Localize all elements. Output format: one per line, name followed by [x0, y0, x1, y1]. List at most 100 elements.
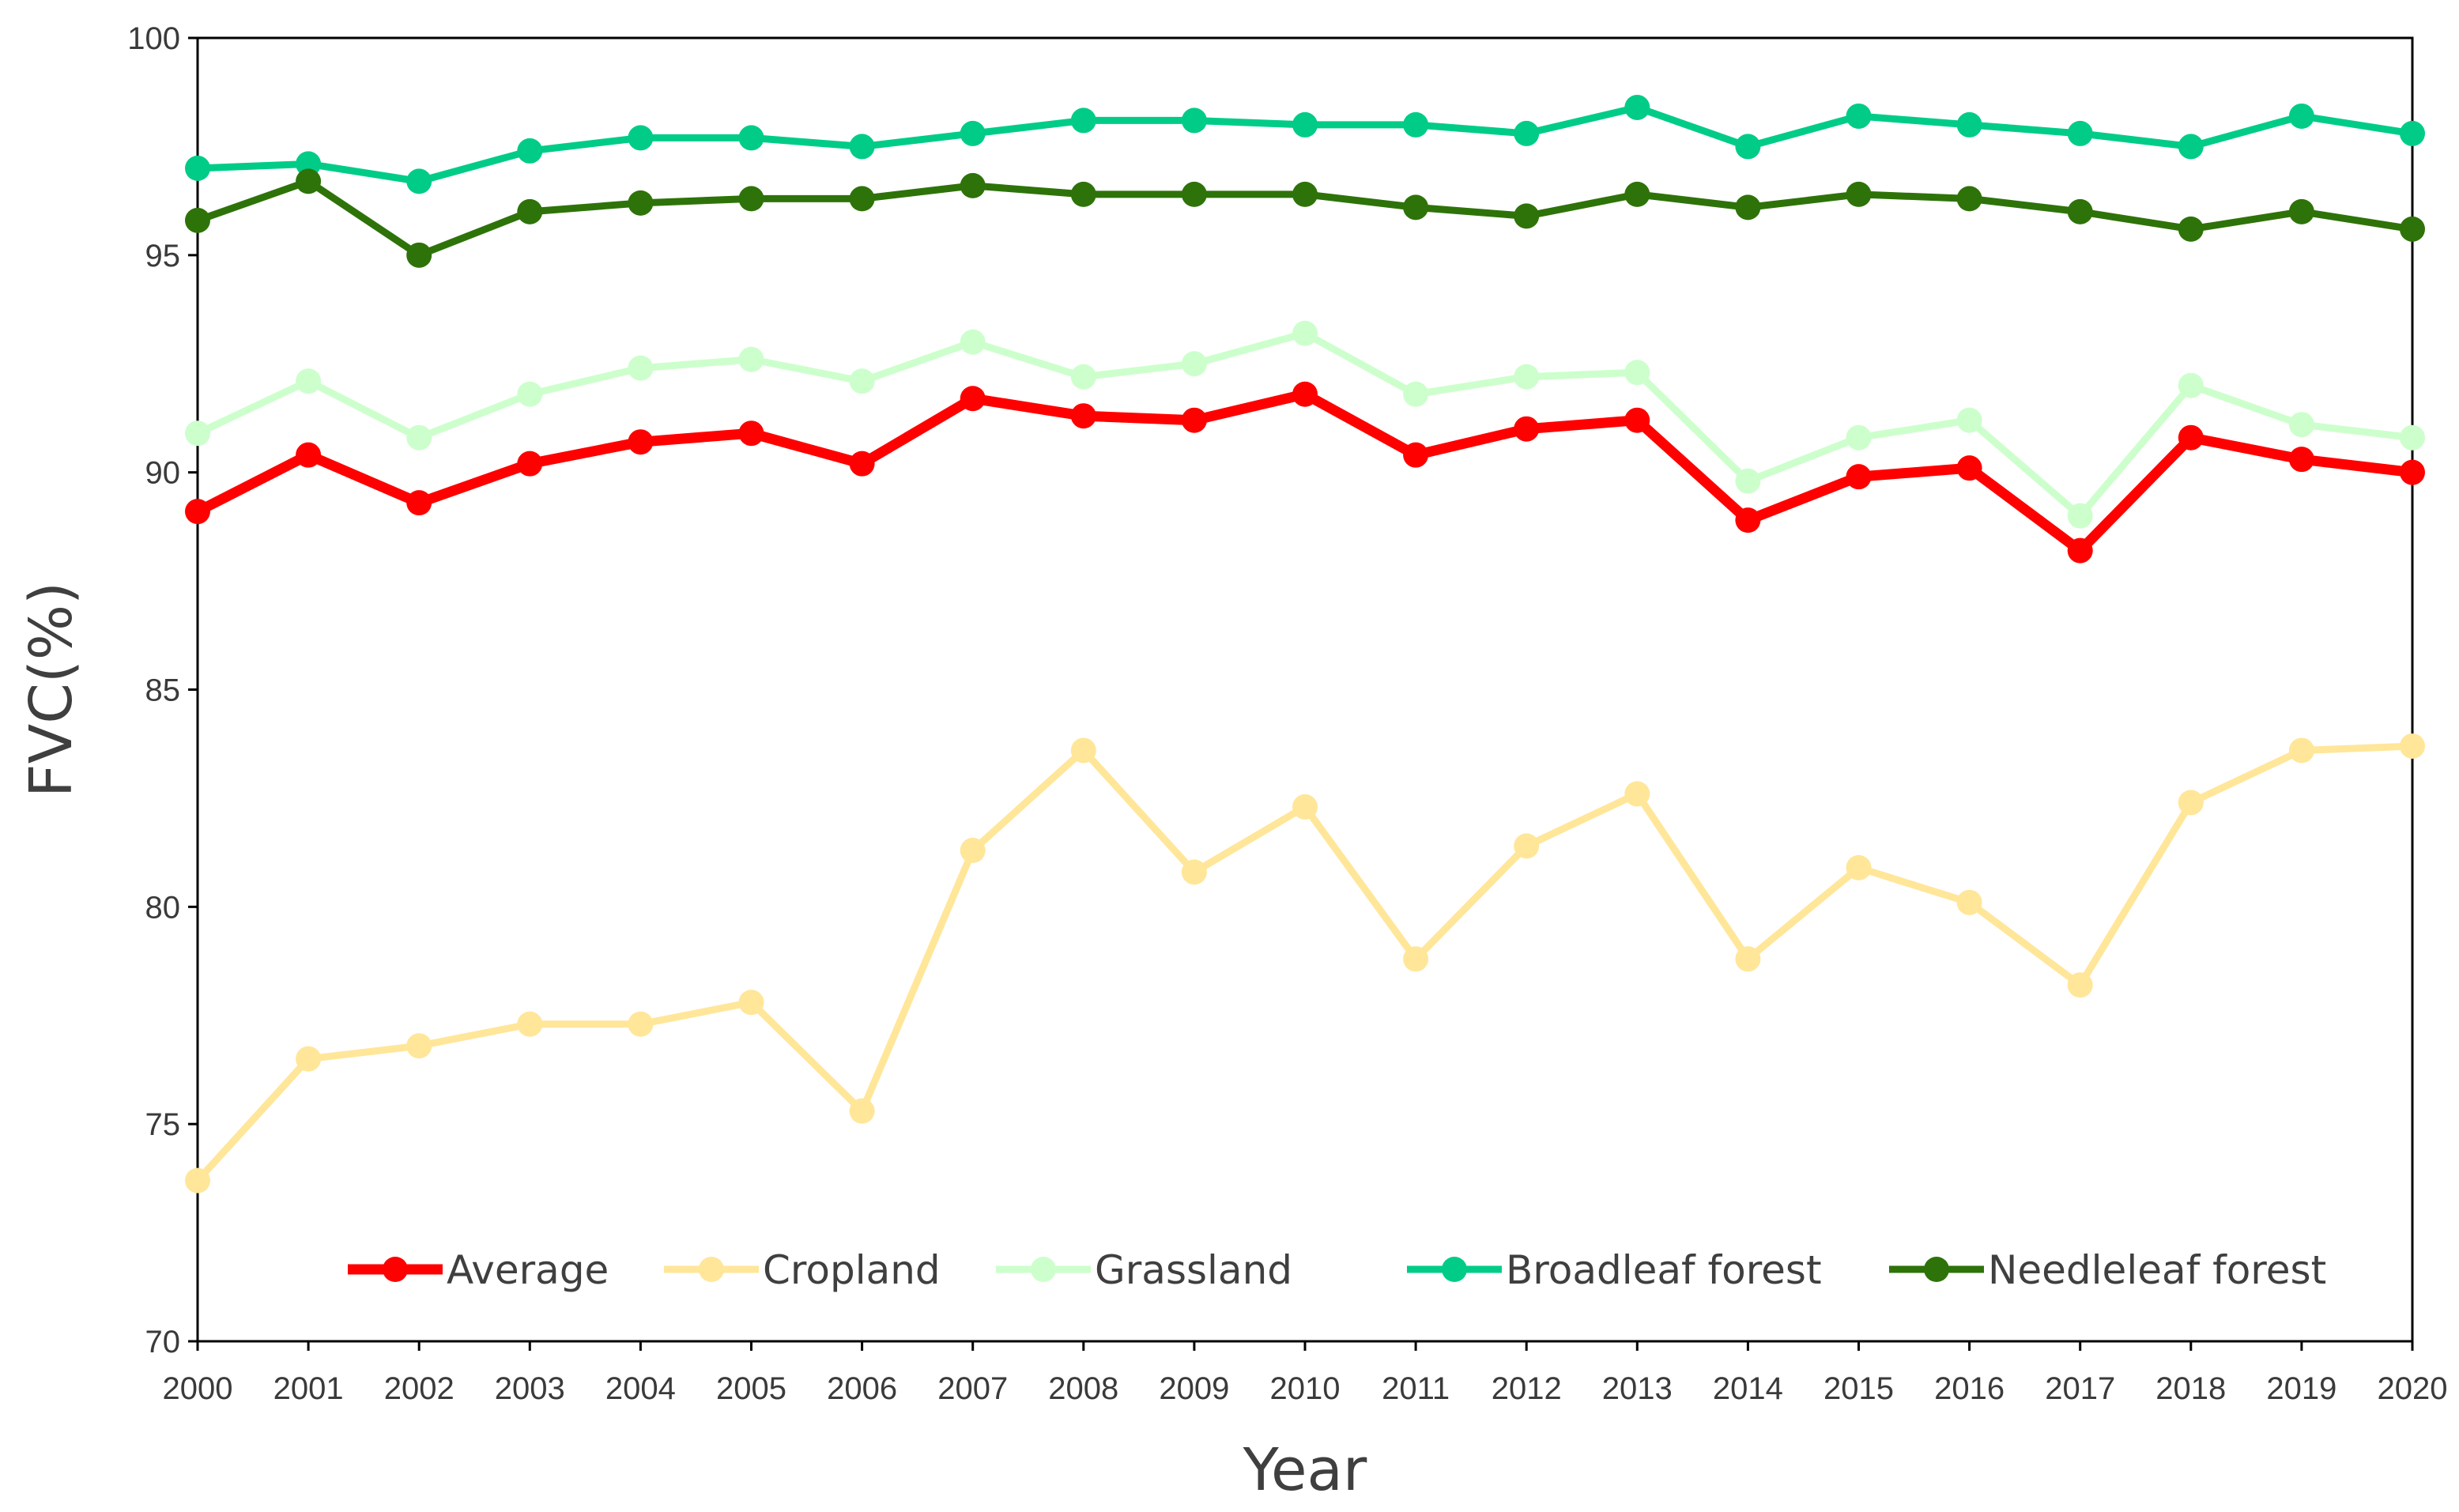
data-point [2067, 537, 2093, 564]
series-broadleaf-forest [185, 94, 2425, 194]
data-point [1070, 737, 1096, 764]
data-point [1624, 181, 1650, 207]
y-tick-label: 95 [145, 239, 181, 273]
x-tick-label: 2012 [1492, 1371, 1562, 1406]
data-point [1956, 407, 1982, 433]
data-point [1735, 946, 1761, 972]
data-point [2400, 459, 2425, 485]
data-point [738, 420, 764, 447]
data-point [1624, 94, 1650, 120]
series-layer [185, 94, 2425, 1193]
legend-item: Grassland [996, 1247, 1292, 1293]
x-axis-ticks: 2000 2001 2002 2003 2004 2005 2006 2007 2008 2009… [163, 1341, 2447, 1406]
data-point [517, 381, 543, 407]
data-point [1181, 407, 1207, 433]
legend-item: Average [348, 1247, 609, 1293]
data-point [628, 355, 654, 381]
data-point [849, 1098, 875, 1124]
data-point [1514, 120, 1540, 146]
x-tick-label: 2019 [2266, 1371, 2336, 1406]
y-tick-label: 80 [145, 890, 181, 925]
data-point [185, 499, 210, 525]
legend-label: Broadleaf forest [1506, 1247, 1822, 1293]
data-point [296, 151, 322, 177]
data-point [2288, 412, 2314, 438]
data-point [628, 125, 654, 151]
data-point [1514, 416, 1540, 442]
data-point [185, 1167, 210, 1193]
data-point [1624, 360, 1650, 386]
data-point [1070, 181, 1096, 207]
x-tick-label: 2001 [273, 1371, 344, 1406]
x-tick-label: 2005 [716, 1371, 786, 1406]
x-tick-label: 2013 [1602, 1371, 1673, 1406]
legend-item: Needleleaf forest [1889, 1247, 2326, 1293]
data-point [406, 242, 432, 268]
data-point [406, 1033, 432, 1059]
x-tick-label: 2007 [937, 1371, 1008, 1406]
data-point [406, 490, 432, 516]
y-axis-ticks: 70 75 80 85 90 95 100 [127, 21, 198, 1359]
data-point [1181, 181, 1207, 207]
data-point [1070, 364, 1096, 390]
series-grassland [185, 320, 2425, 529]
data-point [1403, 194, 1429, 221]
y-tick-label: 90 [145, 456, 181, 491]
data-point [1624, 781, 1650, 807]
data-point [1956, 455, 1982, 481]
data-point [517, 198, 543, 224]
data-point [1735, 134, 1761, 160]
legend-label: Average [447, 1247, 609, 1293]
data-point [628, 1011, 654, 1037]
x-tick-label: 2015 [1824, 1371, 1894, 1406]
data-point [1956, 889, 1982, 915]
data-point [1514, 833, 1540, 859]
data-point [738, 990, 764, 1016]
data-point [960, 386, 986, 412]
data-point [2067, 972, 2093, 998]
data-point [849, 134, 875, 160]
data-point [185, 420, 210, 447]
x-axis-title: Year [1243, 1436, 1367, 1504]
data-point [2067, 503, 2093, 529]
data-point [1292, 181, 1318, 207]
data-point [2067, 198, 2093, 224]
data-point [2400, 120, 2425, 146]
data-point [628, 429, 654, 455]
data-point [185, 155, 210, 181]
legend-item: Broadleaf forest [1407, 1247, 1822, 1293]
data-point [1624, 407, 1650, 433]
data-point [1292, 111, 1318, 138]
x-tick-label: 2016 [1934, 1371, 2005, 1406]
series-needleleaf-forest [185, 168, 2425, 268]
data-point [2400, 424, 2425, 451]
data-point [1846, 854, 1872, 880]
data-point [1403, 442, 1429, 468]
data-point [185, 207, 210, 233]
data-point [1070, 403, 1096, 429]
data-point [296, 442, 322, 468]
data-point [2288, 447, 2314, 473]
data-point [1846, 181, 1872, 207]
data-point [1403, 381, 1429, 407]
data-point [2178, 134, 2204, 160]
legend-label: Grassland [1095, 1247, 1292, 1293]
x-tick-label: 2011 [1382, 1371, 1450, 1406]
data-point [960, 172, 986, 198]
data-point [849, 368, 875, 394]
data-point [1956, 186, 1982, 212]
legend-label: Needleleaf forest [1988, 1247, 2326, 1293]
data-point [849, 451, 875, 477]
x-tick-label: 2006 [827, 1371, 897, 1406]
x-tick-label: 2002 [384, 1371, 454, 1406]
data-point [1846, 424, 1872, 451]
data-point [960, 120, 986, 146]
data-point [1735, 468, 1761, 494]
data-point [1735, 194, 1761, 221]
data-point [1846, 103, 1872, 129]
data-point [738, 346, 764, 372]
data-point [1181, 351, 1207, 377]
y-tick-label: 85 [145, 673, 181, 708]
data-point [1735, 507, 1761, 534]
